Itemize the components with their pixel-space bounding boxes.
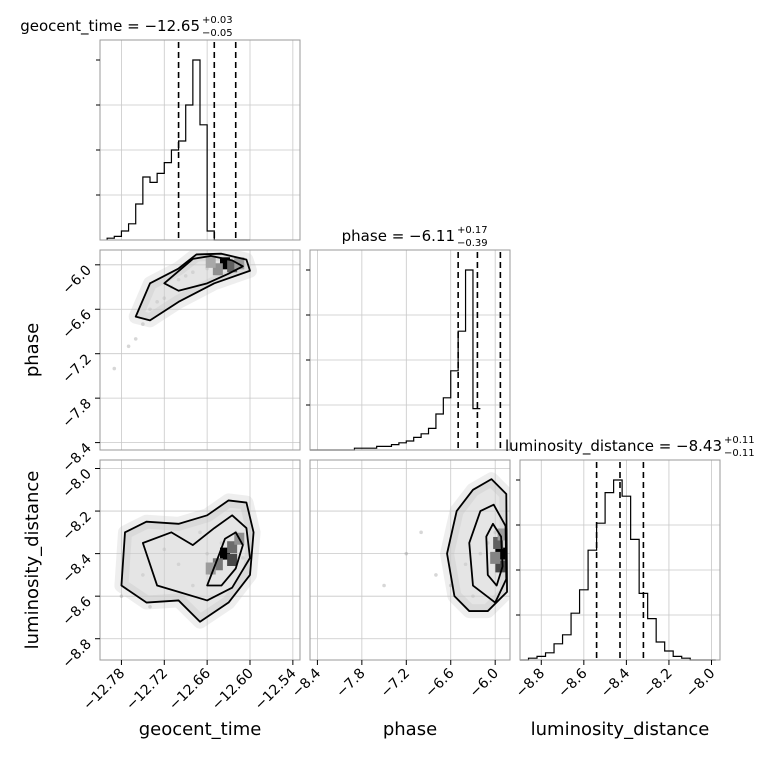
contour-phase-vs-luminosity-distance-0 — [485, 522, 504, 587]
ylabel-phase: phase — [22, 323, 43, 377]
density-cell-geocent-time-vs-luminosity-distance-0 — [220, 547, 230, 560]
density-cell-phase-vs-luminosity-distance-0 — [495, 547, 506, 560]
xtick-label-luminosity-distance-1: −8.6 — [555, 665, 590, 700]
density-cell-phase-vs-luminosity-distance-1 — [493, 536, 504, 549]
xtick-label-geocent-time-1: −12.72 — [123, 666, 171, 714]
contour-layer — [120, 252, 508, 623]
density-cell-geocent-time-vs-phase-0 — [220, 257, 230, 270]
density-phase-vs-luminosity-distance — [490, 528, 508, 573]
scatter-point-geocent-time-vs-luminosity-distance-10 — [148, 605, 152, 609]
xtick-label-luminosity-distance-4: −8.0 — [683, 666, 718, 701]
title-phase-lower: −0.39 — [457, 238, 488, 249]
scatter-point-phase-vs-luminosity-distance-4 — [404, 551, 409, 556]
xtick-label-phase-1: −7.8 — [333, 666, 368, 701]
contour-geocent-time-vs-phase-0 — [163, 255, 244, 292]
ytick-label-luminosity-distance-2: −8.4 — [59, 551, 94, 586]
scatter-phase-vs-luminosity-distance — [382, 472, 510, 619]
xtick-label-geocent-time-3: −12.60 — [209, 666, 257, 714]
title-phase: phase = −6.11 — [342, 227, 455, 245]
scatter-point-geocent-time-vs-phase-13 — [133, 337, 138, 341]
contours-geocent-time-vs-phase — [134, 252, 251, 322]
density-cell-geocent-time-vs-luminosity-distance-3 — [227, 554, 238, 566]
ytick-label-phase-2: −7.2 — [59, 351, 94, 386]
xlabel-phase: phase — [383, 719, 437, 740]
panel-frame-geocent-time-vs-luminosity-distance — [99, 459, 301, 661]
xtick-label-phase-4: −6.0 — [467, 666, 502, 701]
xtick-label-luminosity-distance-2: −8.4 — [598, 665, 633, 700]
title-geocent-time-lower: −0.05 — [202, 28, 233, 39]
ytick-label-phase-0: −8.4 — [59, 440, 94, 475]
density-cell-phase-vs-luminosity-distance-4 — [497, 528, 508, 541]
ytick-label-luminosity-distance-0: −8.8 — [59, 636, 94, 671]
ytick-label-phase-4: −6.0 — [59, 262, 94, 297]
ytick-label-phase-1: −7.8 — [59, 396, 94, 431]
scatter-point-phase-vs-luminosity-distance-3 — [434, 573, 438, 577]
title-geocent-time-upper: +0.03 — [202, 15, 233, 26]
xtick-label-phase-2: −7.2 — [378, 666, 413, 701]
ytick-label-luminosity-distance-4: −8.0 — [59, 466, 94, 501]
contour-geocent-time-vs-luminosity-distance-1 — [141, 514, 251, 602]
panel-frame-phase-vs-luminosity-distance — [309, 459, 511, 661]
density-cell-geocent-time-vs-luminosity-distance-1 — [227, 541, 238, 554]
scatter-point-phase-vs-luminosity-distance-10 — [382, 583, 386, 588]
ytick-label-phase-3: −6.6 — [59, 307, 94, 342]
contour-geocent-time-vs-phase-1 — [134, 252, 251, 322]
panel-frame-hist-phase — [309, 249, 511, 451]
contours-geocent-time-vs-luminosity-distance — [120, 499, 255, 623]
title-phase-upper: +0.17 — [457, 225, 488, 236]
density-cell-geocent-time-vs-phase-1 — [227, 260, 238, 273]
xtick-label-phase-3: −6.6 — [422, 665, 457, 700]
histogram-luminosity-distance — [520, 479, 716, 661]
density-cell-geocent-time-vs-luminosity-distance-5 — [205, 562, 216, 575]
scatter-point-geocent-time-vs-luminosity-distance-7 — [119, 594, 124, 598]
title-geocent-time: geocent_time = −12.65 — [20, 17, 200, 36]
histogram-geocent-time — [106, 59, 250, 241]
contours-phase-vs-luminosity-distance — [446, 478, 508, 612]
contour-phase-vs-luminosity-distance-1 — [468, 503, 508, 604]
scatter-point-geocent-time-vs-phase-4 — [141, 322, 145, 326]
scatter-point-geocent-time-vs-phase-6 — [112, 366, 117, 371]
scatter-point-geocent-time-vs-phase-5 — [126, 344, 131, 349]
xtick-label-luminosity-distance-0: −8.8 — [513, 666, 548, 701]
quantile-layer — [177, 42, 645, 660]
contour-geocent-time-vs-luminosity-distance-2 — [120, 499, 255, 623]
density-cell-geocent-time-vs-luminosity-distance-2 — [212, 558, 223, 571]
panel-frame-hist-luminosity-distance — [519, 459, 721, 661]
xlabel-luminosity-distance: luminosity_distance — [531, 719, 710, 740]
density-cell-geocent-time-vs-phase-3 — [205, 255, 216, 268]
xtick-label-phase-0: −8.4 — [289, 665, 324, 700]
panel-frame-geocent-time-vs-phase — [99, 249, 301, 451]
panel-frame-hist-geocent-time — [99, 39, 301, 241]
xtick-label-geocent-time-2: −12.66 — [166, 665, 214, 713]
xtick-label-luminosity-distance-3: −8.2 — [640, 666, 675, 701]
ytick-label-luminosity-distance-3: −8.2 — [59, 509, 94, 544]
density-layer — [205, 255, 508, 575]
density-cell-phase-vs-luminosity-distance-2 — [495, 560, 506, 573]
density-cell-geocent-time-vs-phase-2 — [212, 263, 223, 276]
title-luminosity-distance-upper: +0.11 — [724, 435, 755, 446]
title-luminosity-distance-lower: −0.11 — [724, 448, 755, 459]
contour-geocent-time-vs-luminosity-distance-0 — [206, 531, 244, 587]
contour-phase-vs-luminosity-distance-2 — [446, 478, 508, 612]
xlabel-geocent-time: geocent_time — [139, 719, 262, 740]
scatter-point-phase-vs-luminosity-distance-7 — [419, 530, 423, 535]
title-luminosity-distance: luminosity_distance = −8.43 — [505, 437, 722, 456]
density-cell-phase-vs-luminosity-distance-3 — [490, 551, 501, 564]
xtick-label-geocent-time-0: −12.78 — [80, 666, 128, 714]
ylabel-luminosity-distance: luminosity_distance — [22, 471, 43, 650]
ytick-label-luminosity-distance-1: −8.6 — [59, 594, 94, 629]
frame-layer — [99, 39, 721, 661]
